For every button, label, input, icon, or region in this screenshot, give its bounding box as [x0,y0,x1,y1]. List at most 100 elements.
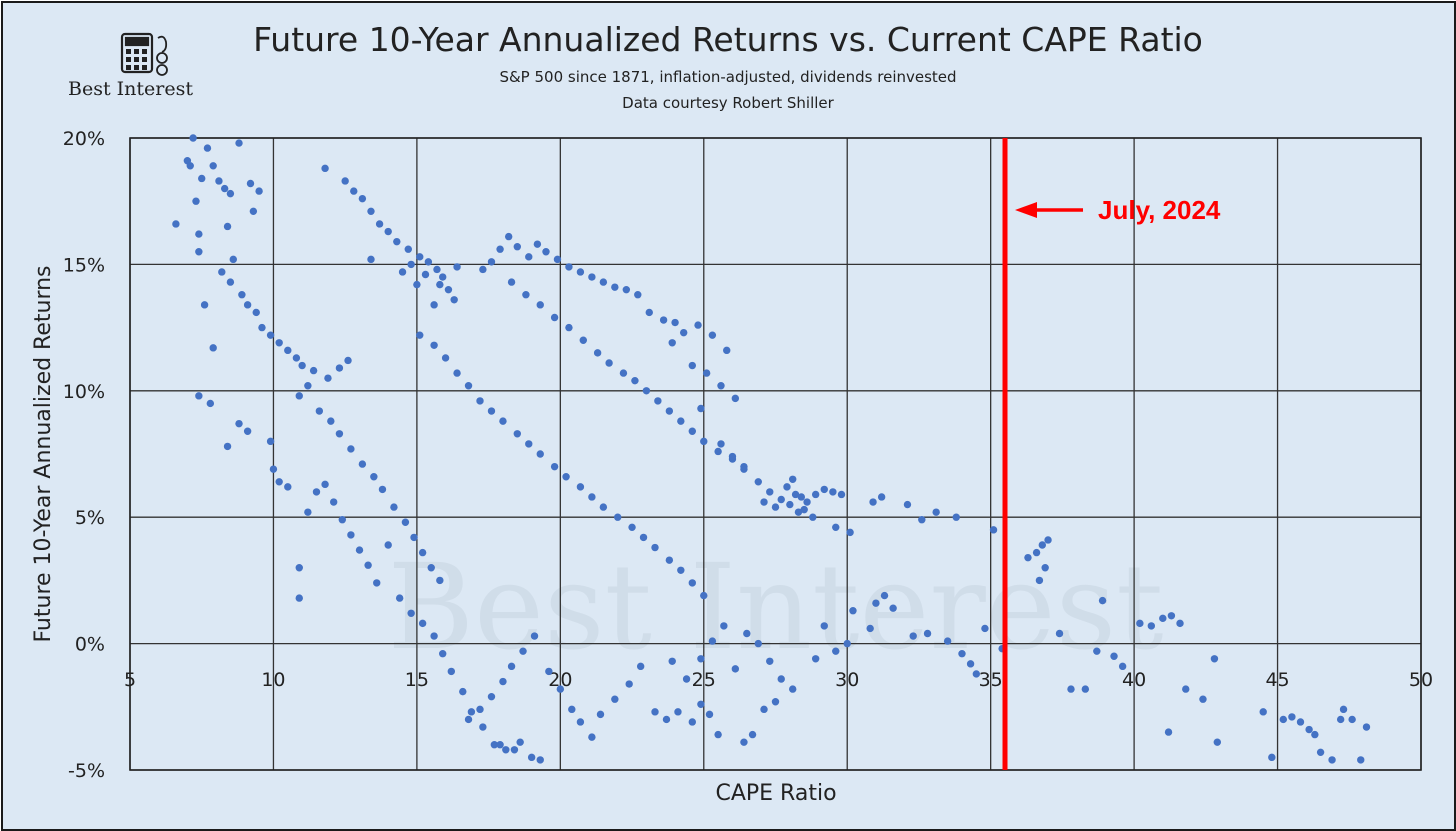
data-point [1348,715,1356,724]
data-point [1044,536,1052,544]
data-point [789,475,797,483]
data-point [820,622,828,630]
data-point [596,710,605,719]
data-point [611,695,619,703]
data-point [266,437,275,446]
data-point [1081,685,1090,693]
data-point [464,715,473,724]
data-point [1316,748,1325,757]
data-point [284,483,292,491]
data-point [195,230,203,238]
data-point [593,349,602,357]
data-point [433,265,441,274]
data-point [688,427,697,435]
data-point [295,594,303,602]
data-point [791,490,800,499]
data-point [504,232,513,241]
data-point [981,624,989,633]
data-point [410,533,418,542]
y-tick-label: -5% [68,760,105,782]
data-point [499,677,507,686]
data-point [243,301,252,309]
data-point [1159,614,1167,623]
data-point [1024,553,1032,562]
data-point [972,670,981,678]
data-point [525,440,533,448]
data-point [568,705,576,714]
data-point [631,376,639,385]
data-point [459,687,467,696]
data-point [416,331,424,339]
data-point [324,374,332,382]
data-point [513,430,521,438]
data-point [700,591,708,600]
data-point [614,513,622,521]
data-point [218,268,226,276]
y-tick-label: 5% [75,507,105,529]
data-point [771,503,780,511]
data-point [1288,713,1296,721]
data-point [1147,622,1156,630]
data-point [198,174,206,183]
data-point [837,490,846,499]
data-point [304,382,312,390]
data-point [430,301,438,309]
chart-title: Future 10-Year Annualized Returns vs. Cu… [253,20,1203,59]
data-point [811,490,820,499]
data-point [223,442,232,451]
data-point [436,576,444,585]
data-point [688,361,697,370]
data-point [1164,728,1173,736]
data-point [677,417,685,425]
data-point [766,488,774,496]
data-point [476,397,484,405]
data-point [496,741,504,749]
data-point [200,301,209,309]
data-point [189,134,197,142]
data-point [195,392,203,400]
data-point [364,561,372,569]
data-point [401,518,410,526]
data-point [909,632,917,640]
data-point [195,248,203,256]
data-point [679,328,688,337]
y-axis-label: Future 10-Year Annualized Returns [31,265,56,642]
data-point [424,258,433,266]
data-point [530,632,539,640]
data-point [226,278,235,286]
data-point [877,493,886,501]
data-point [358,194,367,203]
data-point [347,531,355,539]
data-point [1041,564,1049,572]
data-point [430,632,438,640]
annotation-label: July, 2024 [1098,195,1221,225]
data-point [209,162,217,170]
data-point [599,503,608,511]
data-point [284,346,292,355]
data-point [439,273,447,281]
data-point [321,480,329,489]
data-point [395,594,404,602]
data-point [918,516,926,524]
data-point [258,323,266,332]
data-point [553,255,562,264]
data-point [829,488,837,496]
data-point [533,240,542,248]
data-point [628,523,636,532]
x-tick-label: 10 [261,669,285,691]
data-point [1182,685,1190,693]
data-point [1305,725,1313,734]
data-point [355,546,364,554]
data-point [384,227,392,236]
data-point [903,500,912,509]
data-point [441,354,450,362]
logo-text: Best Interest [68,78,193,100]
data-point [370,473,378,481]
data-point [1311,730,1319,739]
data-point [717,382,725,390]
data-point [1136,619,1144,628]
data-point [516,738,524,746]
x-tick-label: 20 [548,669,572,691]
data-point [576,483,585,491]
